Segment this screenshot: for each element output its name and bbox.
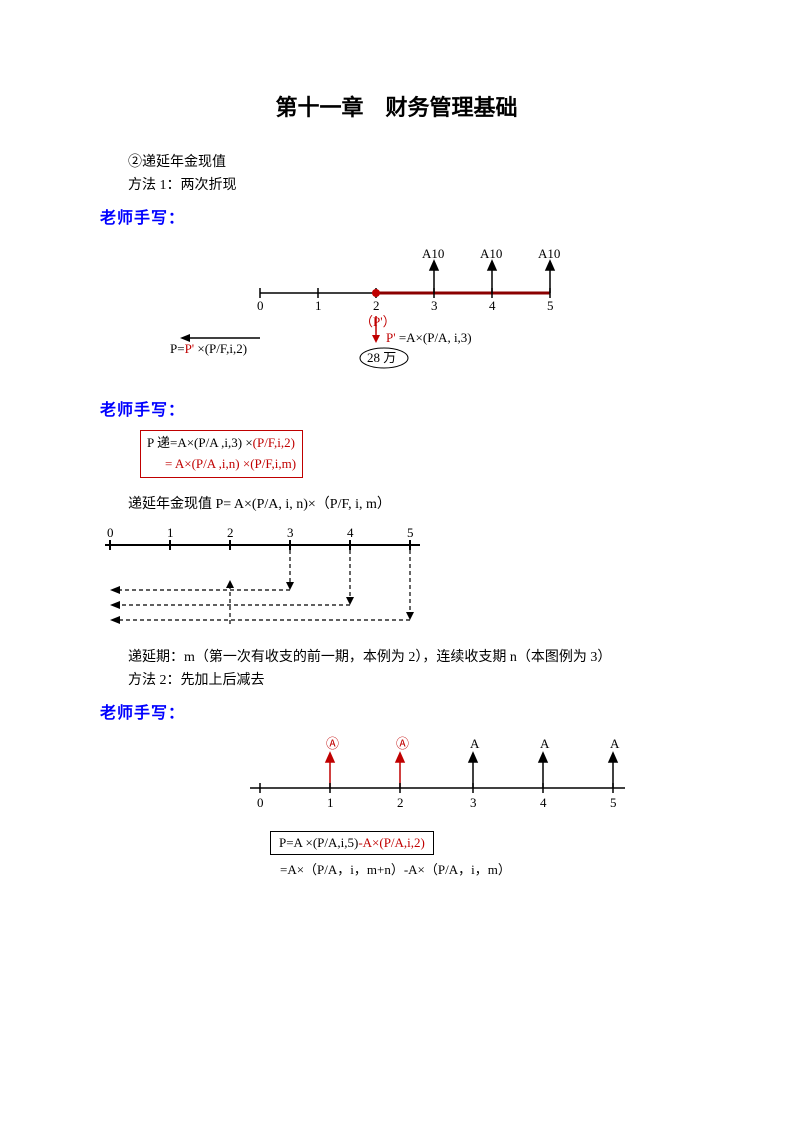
- svg-text:4: 4: [540, 795, 547, 810]
- svg-text:2: 2: [397, 795, 404, 810]
- formula-box: P=A ×(P/A,i,5)-A×(P/A,i,2): [270, 831, 434, 855]
- svg-text:28 万: 28 万: [367, 350, 396, 365]
- svg-text:5: 5: [610, 795, 617, 810]
- svg-text:Ⓐ: Ⓐ: [326, 736, 339, 751]
- svg-text:5: 5: [547, 298, 554, 313]
- text-line: 方法 1：两次折现: [100, 175, 693, 196]
- svg-text:3: 3: [287, 525, 294, 540]
- formula-part: P 递=A×(P/A ,i,3) ×: [147, 435, 253, 450]
- svg-text:3: 3: [470, 795, 477, 810]
- text-line: ②递延年金现值: [100, 152, 693, 173]
- svg-text:1: 1: [327, 795, 334, 810]
- svg-text:0: 0: [257, 795, 264, 810]
- text-line: 递延年金现值 P= A×(P/A, i, n)×（P/F, i, m）: [100, 494, 693, 515]
- svg-text:4: 4: [489, 298, 496, 313]
- svg-text:0: 0: [257, 298, 264, 313]
- formula-part: P=A ×(P/A,i,5): [279, 835, 358, 850]
- svg-text:1: 1: [167, 525, 174, 540]
- svg-text:A: A: [470, 736, 480, 751]
- formula-part: = A×(P/A ,i,n) ×(P/F,i,m): [147, 456, 296, 471]
- svg-text:1: 1: [315, 298, 322, 313]
- svg-text:4: 4: [347, 525, 354, 540]
- diagram-3: Ⓐ Ⓐ A A A: [100, 733, 693, 823]
- diagram-2: 0 1 2 3 4 5: [100, 525, 693, 635]
- svg-text:Ⓐ: Ⓐ: [396, 736, 409, 751]
- teacher-label: 老师手写：: [100, 204, 693, 228]
- svg-text:A10: A10: [538, 246, 560, 261]
- svg-text:（P'）: （P'）: [360, 314, 396, 329]
- svg-text:3: 3: [431, 298, 438, 313]
- svg-text:0: 0: [107, 525, 114, 540]
- text-line: 方法 2：先加上后减去: [100, 670, 693, 691]
- svg-text:2: 2: [373, 298, 380, 313]
- svg-text:P=P' ×(P/F,i,2): P=P' ×(P/F,i,2): [170, 341, 247, 356]
- text-line: 递延期：m（第一次有收支的前一期，本例为 2），连续收支期 n（本图例为 3）: [100, 647, 693, 668]
- svg-text:A: A: [610, 736, 620, 751]
- teacher-label: 老师手写：: [100, 699, 693, 723]
- formula-part: -A×(P/A,i,2): [358, 835, 425, 850]
- svg-text:2: 2: [227, 525, 234, 540]
- svg-text:5: 5: [407, 525, 414, 540]
- svg-text:A: A: [540, 736, 550, 751]
- diagram-1: 0 1 2 3 4 5 A10 A10 A10 （P'）: [100, 238, 693, 378]
- formula-part: (P/F,i,2): [253, 435, 295, 450]
- svg-text:A10: A10: [480, 246, 502, 261]
- page-title: 第十一章 财务管理基础: [100, 90, 693, 122]
- teacher-label: 老师手写：: [100, 396, 693, 420]
- svg-text:A10: A10: [422, 246, 444, 261]
- svg-text:P' =A×(P/A, i,3): P' =A×(P/A, i,3): [386, 330, 472, 345]
- text-line: =A×（P/A，i，m+n）-A×（P/A，i，m）: [270, 859, 693, 878]
- formula-box: P 递=A×(P/A ,i,3) ×(P/F,i,2) = A×(P/A ,i,…: [140, 430, 303, 478]
